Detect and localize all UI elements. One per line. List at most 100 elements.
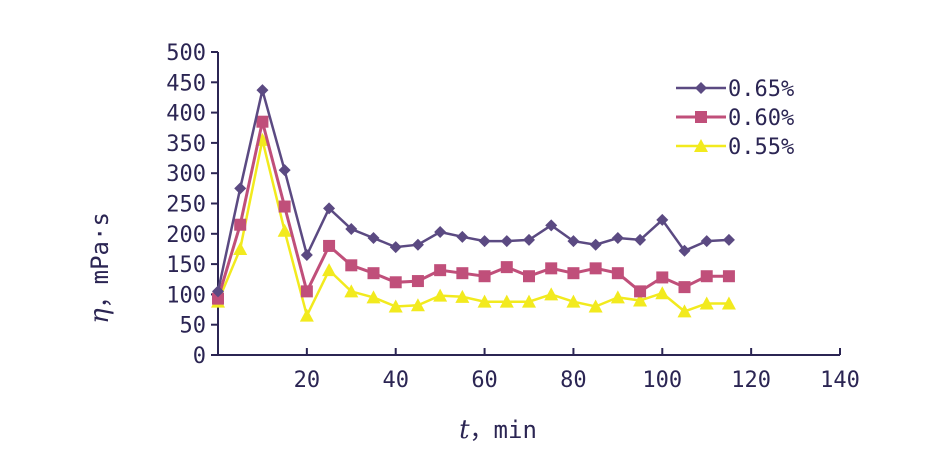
data-point bbox=[477, 294, 492, 308]
data-point bbox=[389, 241, 402, 254]
legend-marker bbox=[695, 111, 707, 123]
legend-item: 0.55% bbox=[676, 135, 794, 160]
y-axis-symbol: η bbox=[85, 308, 115, 324]
data-point bbox=[677, 304, 692, 318]
data-point bbox=[499, 294, 514, 308]
x-tick-label: 40 bbox=[382, 368, 409, 393]
data-point bbox=[589, 262, 602, 275]
series-triangle bbox=[211, 132, 736, 322]
data-point bbox=[278, 164, 291, 177]
data-point bbox=[234, 218, 247, 231]
x-axis-symbol: t bbox=[459, 415, 470, 445]
y-tick-label: 200 bbox=[166, 223, 206, 248]
data-point bbox=[721, 296, 736, 310]
data-point bbox=[366, 290, 381, 304]
y-axis-unit: ，mPa·s bbox=[86, 212, 114, 308]
data-point bbox=[700, 235, 713, 248]
data-point bbox=[500, 261, 513, 274]
data-point bbox=[410, 298, 425, 312]
data-point bbox=[722, 233, 735, 246]
data-point bbox=[300, 249, 313, 262]
data-point bbox=[699, 296, 714, 310]
data-point bbox=[434, 264, 447, 277]
data-point bbox=[388, 299, 403, 313]
x-tick-label: 80 bbox=[560, 368, 587, 393]
data-point bbox=[588, 299, 603, 313]
data-point bbox=[478, 235, 491, 248]
data-point bbox=[722, 270, 735, 283]
data-point bbox=[611, 232, 624, 245]
series-diamond bbox=[212, 84, 735, 298]
y-tick-label: 500 bbox=[166, 41, 206, 66]
series-layer bbox=[211, 84, 736, 322]
data-point bbox=[566, 294, 581, 308]
data-point bbox=[278, 200, 291, 213]
data-point bbox=[212, 292, 224, 305]
data-point bbox=[433, 288, 448, 302]
x-axis-title: t，min bbox=[459, 415, 537, 445]
data-point bbox=[299, 308, 314, 322]
data-point bbox=[277, 223, 292, 237]
y-tick-label: 400 bbox=[166, 102, 206, 127]
y-tick-label: 150 bbox=[166, 253, 206, 278]
y-tick-label: 450 bbox=[166, 71, 206, 96]
x-axis-ticks: 20 40 60 80 100 120 140 bbox=[294, 348, 860, 393]
data-point bbox=[655, 286, 670, 300]
data-point bbox=[234, 182, 247, 195]
data-point bbox=[544, 287, 559, 301]
data-point bbox=[434, 225, 447, 238]
data-point bbox=[610, 290, 625, 304]
data-point bbox=[589, 238, 602, 251]
y-axis-title: η，mPa·s bbox=[85, 212, 115, 324]
data-point bbox=[256, 115, 269, 128]
legend-label: 0.60% bbox=[728, 106, 794, 131]
legend: 0.65% 0.60% 0.55% bbox=[676, 77, 794, 160]
data-point bbox=[411, 238, 424, 251]
x-tick-label: 60 bbox=[471, 368, 498, 393]
legend-label: 0.55% bbox=[728, 135, 794, 160]
data-point bbox=[523, 270, 535, 283]
data-point bbox=[522, 294, 536, 308]
y-tick-label: 250 bbox=[166, 193, 206, 218]
data-point bbox=[389, 276, 402, 289]
data-point bbox=[478, 270, 491, 283]
data-point bbox=[345, 259, 358, 272]
y-tick-label: 350 bbox=[166, 132, 206, 157]
legend-item: 0.60% bbox=[676, 106, 794, 131]
data-point bbox=[656, 213, 669, 226]
x-tick-label: 140 bbox=[820, 368, 860, 393]
y-tick-label: 50 bbox=[180, 314, 207, 339]
data-point bbox=[567, 267, 580, 280]
data-point bbox=[344, 284, 359, 298]
legend-marker bbox=[694, 139, 708, 152]
data-point bbox=[456, 267, 469, 280]
x-axis-unit: ，min bbox=[470, 416, 537, 444]
data-point bbox=[233, 241, 248, 255]
data-point bbox=[567, 235, 580, 248]
x-tick-label: 20 bbox=[294, 368, 321, 393]
y-tick-label: 100 bbox=[166, 283, 206, 308]
data-point bbox=[678, 244, 691, 257]
y-axis-ticks: 0 50 100 150 200 250 300 350 400 450 500 bbox=[166, 41, 218, 369]
data-point bbox=[300, 285, 313, 298]
series-line bbox=[216, 139, 729, 320]
x-tick-label: 120 bbox=[731, 368, 771, 393]
data-point bbox=[322, 263, 337, 277]
data-point bbox=[633, 293, 648, 307]
data-point bbox=[411, 275, 424, 288]
data-point bbox=[523, 233, 535, 246]
data-point bbox=[212, 285, 224, 298]
data-point bbox=[456, 230, 469, 243]
x-tick-label: 100 bbox=[642, 368, 682, 393]
data-point bbox=[345, 222, 358, 235]
legend-label: 0.65% bbox=[728, 77, 794, 102]
data-point bbox=[700, 270, 713, 283]
legend-marker bbox=[695, 82, 707, 94]
data-point bbox=[678, 281, 691, 294]
series-line bbox=[216, 89, 729, 292]
data-point bbox=[611, 267, 624, 280]
data-point bbox=[455, 289, 470, 303]
data-point bbox=[323, 202, 336, 215]
